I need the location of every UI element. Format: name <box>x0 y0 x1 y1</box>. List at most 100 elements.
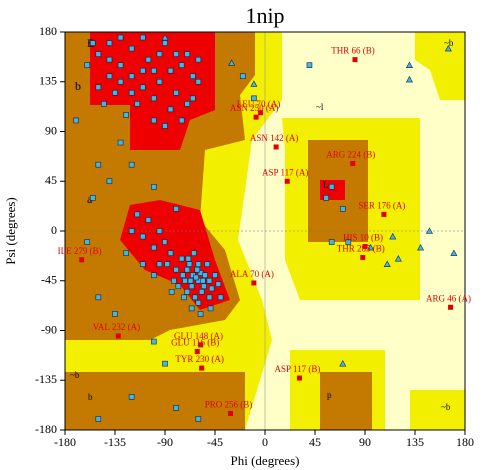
regions <box>64 31 466 431</box>
outlier-label: LEU 70 (A) <box>237 99 281 109</box>
residue-point <box>151 272 157 279</box>
generous-region <box>410 390 465 430</box>
residue-point <box>128 90 135 96</box>
residue-point <box>112 90 118 96</box>
y-tick-label: 135 <box>39 74 57 88</box>
residue-point <box>195 78 202 85</box>
y-tick-label: 180 <box>39 24 57 38</box>
residue-point <box>188 305 195 312</box>
residue-point <box>151 67 157 74</box>
outlier-point <box>362 243 368 249</box>
glycine-point <box>383 260 391 267</box>
x-tick-label: -45 <box>207 435 223 449</box>
residue-point <box>195 300 202 306</box>
y-tick-label: -90 <box>41 322 57 336</box>
x-tick-label: -135 <box>104 435 126 449</box>
residue-point <box>191 250 197 256</box>
glycine-point <box>405 61 413 68</box>
residue-point <box>167 67 174 74</box>
residue-point <box>186 261 193 267</box>
residue-point <box>145 56 152 63</box>
residue-point <box>181 294 187 301</box>
residue-point <box>117 34 124 41</box>
outlier-point <box>258 110 264 116</box>
outlier-point <box>296 375 302 381</box>
residue-point <box>123 250 129 256</box>
outlier-label: HIS 10 (B) <box>343 233 383 243</box>
residue-point <box>106 56 113 63</box>
y-tick-label: 45 <box>45 173 57 187</box>
outlier-point <box>448 304 454 310</box>
x-tick-label: -90 <box>157 435 173 449</box>
residue-point <box>328 239 335 245</box>
x-tick-label: 0 <box>262 435 268 449</box>
residue-point <box>117 78 124 85</box>
residue-point <box>151 338 157 345</box>
residue-point <box>323 195 329 201</box>
outlier-label: ASP 117 (A) <box>262 167 308 177</box>
y-tick-label: 0 <box>51 223 57 237</box>
residue-point <box>106 178 113 185</box>
residue-point <box>139 261 146 267</box>
residue-point <box>156 51 163 57</box>
residue-point <box>184 101 191 107</box>
outlier-label: GLU 148 (A) <box>174 331 223 341</box>
glycine-point <box>250 80 258 87</box>
residue-point <box>173 51 179 57</box>
residue-point <box>156 228 163 234</box>
residue-point <box>168 289 175 295</box>
allowed-region <box>320 372 372 430</box>
outlier-point <box>198 342 204 348</box>
residue-point <box>134 101 141 107</box>
residue-point <box>195 261 202 267</box>
glycine-point <box>161 33 169 41</box>
residue-point <box>199 277 206 284</box>
residue-point <box>184 289 191 295</box>
residue-point <box>128 45 135 52</box>
outlier-point <box>199 365 205 371</box>
outlier-label: ALA 70 (A) <box>230 269 274 279</box>
glycine-point <box>417 243 425 251</box>
residue-point <box>195 56 202 63</box>
outlier-point <box>352 57 358 63</box>
residue-point <box>173 405 179 411</box>
glycine-point <box>444 44 452 52</box>
residue-point <box>151 95 157 102</box>
region-label: ~b <box>444 38 454 48</box>
residue-point <box>139 34 146 41</box>
residue-point <box>182 277 188 284</box>
chart-title: 1nip <box>245 3 284 28</box>
residue-point <box>89 195 96 201</box>
residue-point <box>217 294 224 301</box>
residue-point <box>151 117 157 124</box>
y-tick-label: -45 <box>41 273 57 287</box>
outlier-label: THR 66 (B) <box>331 46 375 56</box>
region-label: ~l <box>316 102 324 112</box>
residue-point <box>178 255 185 262</box>
residue-point <box>112 311 118 317</box>
residue-point <box>339 206 346 212</box>
outlier-point <box>186 249 192 255</box>
glycine-point <box>367 243 375 251</box>
outlier-point <box>350 161 356 167</box>
residue-point <box>173 266 179 273</box>
outlier-label: ARG 224 (B) <box>326 150 375 160</box>
residue-point <box>117 62 124 68</box>
residue-point <box>187 277 194 284</box>
residue-point <box>201 283 207 290</box>
glycine-point <box>389 232 397 240</box>
residue-point <box>208 285 215 292</box>
residue-point <box>73 117 79 124</box>
residue-point <box>188 283 195 290</box>
residue-point <box>139 233 146 240</box>
region-label: b <box>75 79 81 93</box>
outlier-point <box>253 114 259 120</box>
residue-point <box>173 206 179 212</box>
outlier-point <box>360 255 366 261</box>
residue-point <box>84 239 91 245</box>
residue-point <box>162 239 168 245</box>
residue-point <box>206 294 213 301</box>
residue-point <box>123 112 129 118</box>
outlier-label: ASP 117 (B) <box>275 364 321 374</box>
